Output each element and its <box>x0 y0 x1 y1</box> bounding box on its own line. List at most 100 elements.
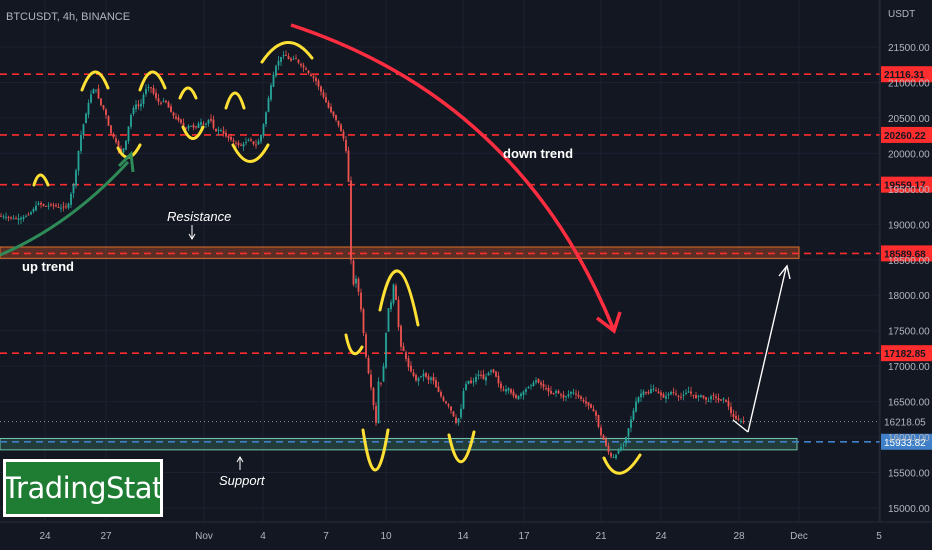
candle-body <box>190 125 192 127</box>
candle-body <box>587 402 590 406</box>
time-tick-label: 7 <box>323 531 329 542</box>
candle-body <box>177 117 180 121</box>
projection-arrow <box>747 267 787 433</box>
candle-body <box>305 68 307 70</box>
candle-body <box>565 396 567 398</box>
candle-body <box>577 394 580 397</box>
candle-body <box>517 395 520 400</box>
candle-body <box>217 129 220 131</box>
candle-body <box>527 386 530 389</box>
candle-body <box>697 395 700 397</box>
time-tick-label: 17 <box>518 531 530 542</box>
candle-body <box>425 372 427 377</box>
candle-body <box>732 413 735 418</box>
price-tick-label: 16000.00 <box>888 433 930 444</box>
candle-body <box>172 112 175 116</box>
candle-body <box>35 205 37 211</box>
candle-body <box>250 139 252 141</box>
candle-body <box>390 302 392 310</box>
candle-body <box>585 401 587 404</box>
candle-body <box>635 401 637 412</box>
candle-body <box>592 409 595 412</box>
candle-body <box>295 58 297 60</box>
candle-body <box>420 375 422 377</box>
candle-body <box>125 140 127 150</box>
candle-body <box>472 381 475 383</box>
time-tick-label: 4 <box>260 531 266 542</box>
candle-body <box>142 94 145 104</box>
candle-body <box>632 410 635 420</box>
candle-body <box>580 396 582 399</box>
candle-body <box>692 394 695 396</box>
yellow-cap <box>224 91 246 110</box>
candle-body <box>730 406 732 414</box>
candle-body <box>327 102 330 108</box>
candle-body <box>167 102 170 108</box>
candle-body <box>660 392 662 396</box>
candle-body <box>542 384 545 387</box>
candle-body <box>165 100 167 103</box>
candle-body <box>315 77 317 82</box>
candle-body <box>30 212 32 215</box>
candle-body <box>682 394 685 396</box>
candle-body <box>5 216 7 218</box>
candle-body <box>687 391 690 393</box>
horizontal-levels: 21116.31 20260.22 19559.17 18589.68 17182.85… <box>0 66 932 450</box>
candle-body <box>285 54 287 56</box>
annotation-resistance: Resistance <box>167 209 231 224</box>
time-axis[interactable]: 24 27 Nov 4 7 10 14 17 21 24 28 Dec 5 <box>0 521 932 542</box>
candle-body <box>397 299 400 328</box>
candle-body <box>215 129 217 132</box>
yellow-cap <box>260 40 314 64</box>
candle-body <box>510 389 512 393</box>
candle-body <box>570 391 572 394</box>
candle-body <box>137 104 140 107</box>
candle-body <box>80 134 82 152</box>
candle-body <box>497 375 500 384</box>
price-tick-label: 15000.00 <box>888 504 930 515</box>
candle-body <box>105 109 107 116</box>
candle-body <box>287 56 290 60</box>
candle-body <box>392 284 395 304</box>
candle-body <box>462 390 465 409</box>
yellow-cup <box>447 430 476 464</box>
candle-body <box>512 391 515 396</box>
candle-body <box>405 352 407 360</box>
candle-body <box>705 397 707 400</box>
candle-body <box>725 399 727 402</box>
candle-body <box>615 454 617 459</box>
candle-body <box>702 395 705 398</box>
candle-body <box>590 404 592 408</box>
candle-body <box>187 126 190 129</box>
candle-body <box>550 390 552 394</box>
candle-body <box>650 389 652 394</box>
candle-body <box>57 206 60 208</box>
uptrend-arrow <box>0 160 130 257</box>
candle-body <box>130 115 132 127</box>
candle-body <box>160 102 162 104</box>
candle-body <box>247 140 250 142</box>
candle-body <box>202 123 205 125</box>
level-price-label: 21116.31 <box>884 70 925 81</box>
time-tick-label: 24 <box>39 531 51 542</box>
candle-body <box>310 74 312 77</box>
candle-body <box>342 131 345 139</box>
price-axis[interactable]: 15000.00 15500.00 16000.00 16500.00 17000.00… <box>879 0 930 522</box>
candle-body <box>122 148 125 153</box>
candle-body <box>657 391 660 394</box>
candle-body <box>377 381 380 424</box>
candle-body <box>567 394 570 397</box>
yellow-cup <box>602 453 642 475</box>
candle-body <box>150 87 152 89</box>
candle-body <box>117 141 120 150</box>
candle-body <box>232 140 235 142</box>
candle-body <box>170 106 172 113</box>
candle-body <box>640 393 642 398</box>
candle-body <box>507 388 510 391</box>
price-tick-label: 17500.00 <box>888 327 930 338</box>
candle-body <box>450 406 452 411</box>
candle-body <box>185 127 187 129</box>
candle-body <box>40 202 42 205</box>
candle-body <box>700 395 702 398</box>
